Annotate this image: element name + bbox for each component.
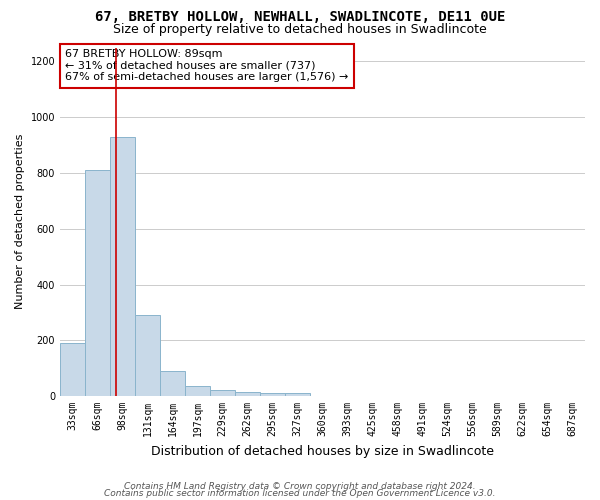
Y-axis label: Number of detached properties: Number of detached properties <box>15 134 25 310</box>
Bar <box>60 343 85 396</box>
Bar <box>185 386 210 396</box>
Text: Contains HM Land Registry data © Crown copyright and database right 2024.: Contains HM Land Registry data © Crown c… <box>124 482 476 491</box>
Bar <box>135 315 160 396</box>
Text: 67, BRETBY HOLLOW, NEWHALL, SWADLINCOTE, DE11 0UE: 67, BRETBY HOLLOW, NEWHALL, SWADLINCOTE,… <box>95 10 505 24</box>
Text: Size of property relative to detached houses in Swadlincote: Size of property relative to detached ho… <box>113 22 487 36</box>
Bar <box>85 170 110 396</box>
Text: Contains public sector information licensed under the Open Government Licence v3: Contains public sector information licen… <box>104 490 496 498</box>
Bar <box>260 394 285 396</box>
Text: 67 BRETBY HOLLOW: 89sqm
← 31% of detached houses are smaller (737)
67% of semi-d: 67 BRETBY HOLLOW: 89sqm ← 31% of detache… <box>65 49 349 82</box>
Bar <box>210 390 235 396</box>
Bar <box>235 392 260 396</box>
Bar <box>160 371 185 396</box>
Bar <box>285 394 310 396</box>
Bar <box>110 136 135 396</box>
X-axis label: Distribution of detached houses by size in Swadlincote: Distribution of detached houses by size … <box>151 444 494 458</box>
